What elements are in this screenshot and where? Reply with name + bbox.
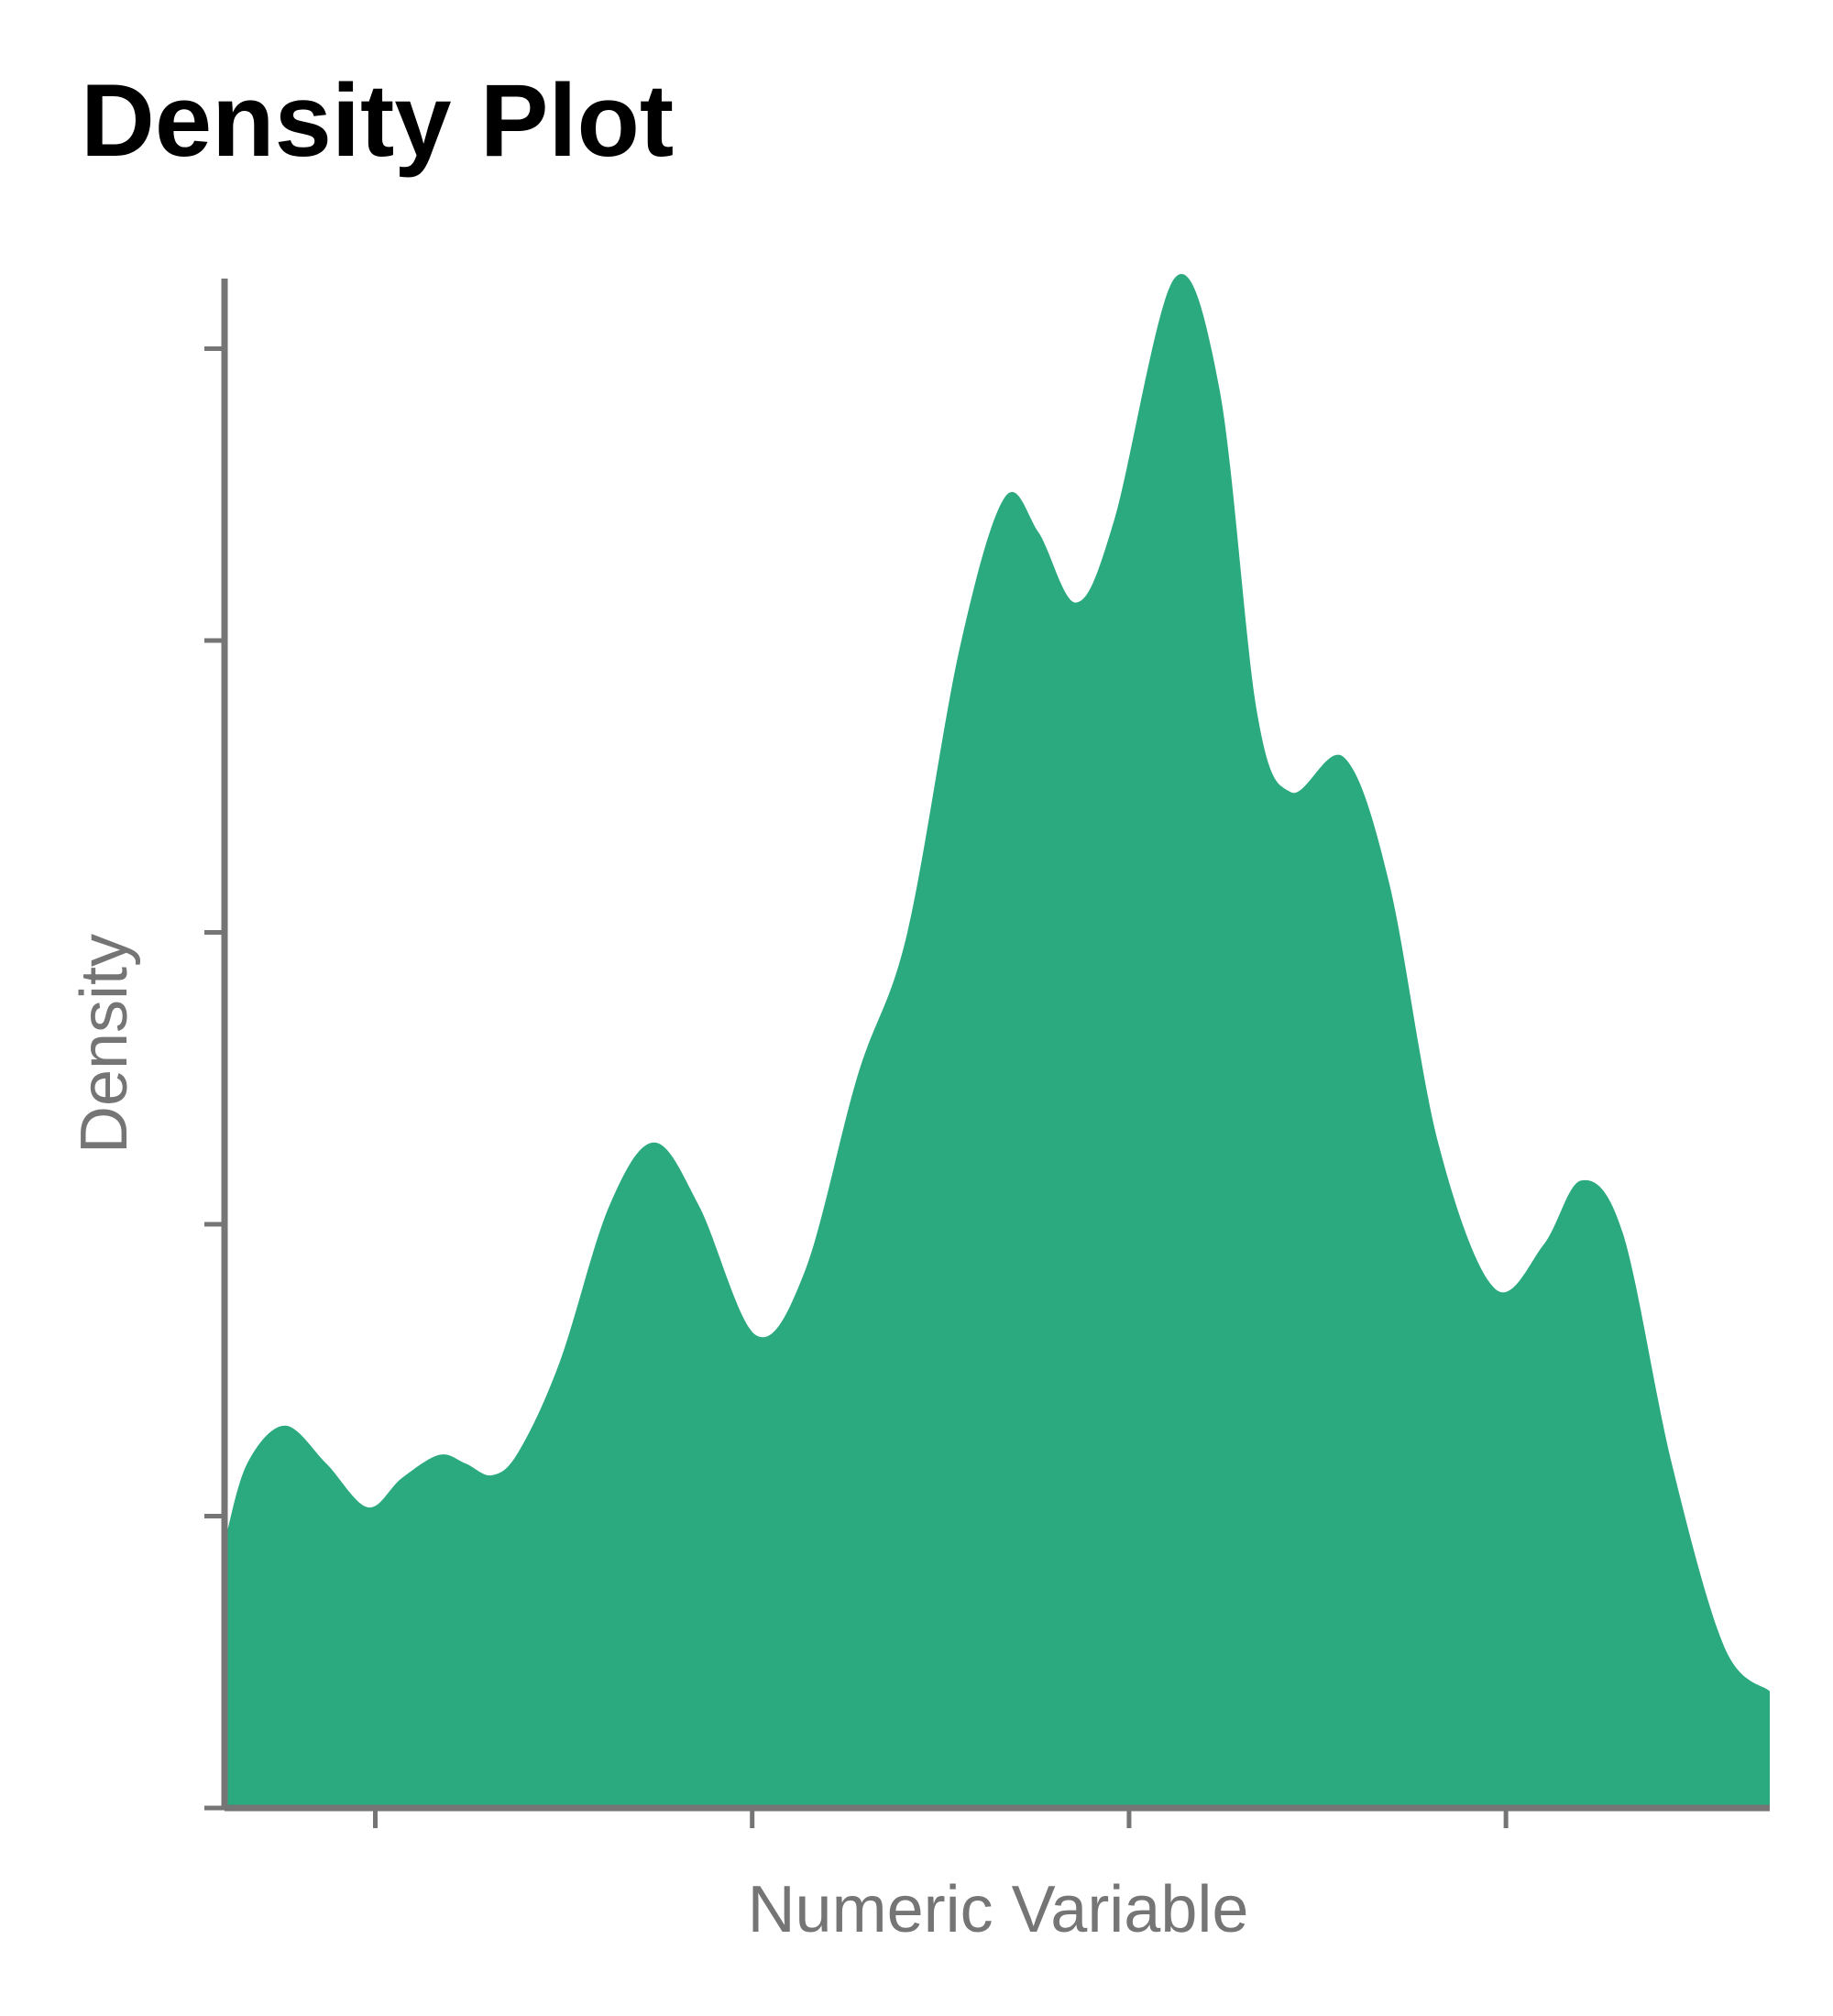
density-area [225,274,1770,1809]
y-axis-label: Density [68,934,141,1154]
x-axis-label: Numeric Variable [748,1873,1249,1946]
chart-title: Density Plot [81,63,674,178]
